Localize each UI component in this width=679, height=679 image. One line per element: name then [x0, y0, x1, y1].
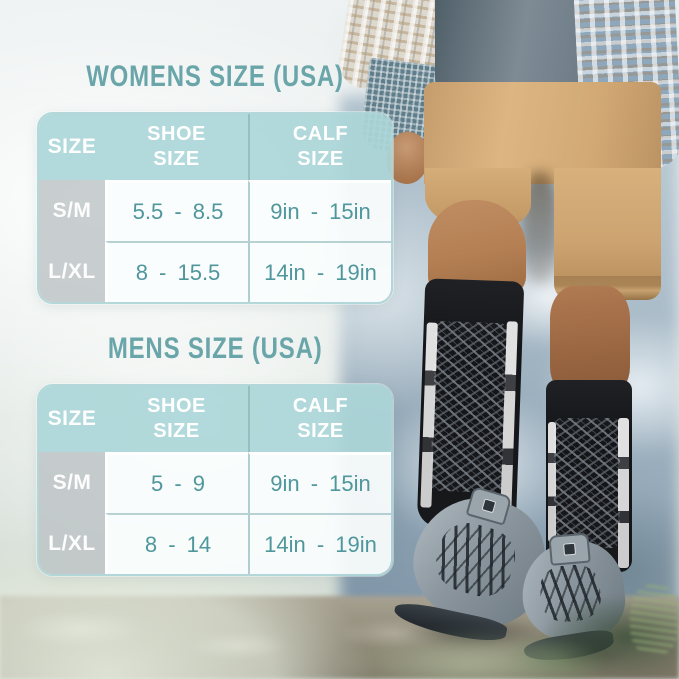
womens-header-shoe-size: SHOE SIZE — [105, 114, 248, 180]
header-label: CALF SIZE — [292, 123, 349, 170]
shorts-right-leg — [554, 168, 661, 300]
mens-size-table: SIZE SHOE SIZE CALF SIZE S/M 5 - 9 9in -… — [37, 384, 393, 576]
sock-camo-pattern — [429, 320, 508, 494]
womens-size-section: WOMENS SIZE (USA) SIZE SHOE SIZE CALF SI… — [37, 60, 393, 304]
foreground-grass — [330, 628, 610, 679]
mens-size-title: MENS SIZE (USA) — [37, 332, 393, 366]
mens-header-size: SIZE — [39, 386, 105, 452]
mens-row-lxl-calf-value: 14in - 19in — [248, 513, 391, 574]
womens-row-sm-label: S/M — [39, 180, 105, 241]
header-label: SIZE — [47, 406, 97, 430]
womens-header-size: SIZE — [39, 114, 105, 180]
rear-calf — [550, 286, 630, 394]
mens-row-lxl-label: L/XL — [39, 513, 105, 574]
womens-row-sm-shoe-value: 5.5 - 8.5 — [105, 180, 248, 241]
row-label: S/M — [52, 470, 92, 494]
sock-camo-pattern — [554, 418, 620, 548]
shoe-logo — [481, 498, 497, 514]
header-label: SHOE SIZE — [147, 395, 206, 442]
womens-row-lxl-calf-value: 14in - 19in — [248, 241, 391, 302]
mens-row-lxl-shoe-value: 8 - 14 — [105, 513, 248, 574]
shoe-logo — [562, 542, 576, 556]
sock-white-stripe — [548, 422, 556, 542]
row-label: L/XL — [48, 531, 96, 555]
hiker-figure — [335, 0, 679, 679]
womens-row-sm-calf-value: 9in - 15in — [248, 180, 391, 241]
mens-row-sm-calf-value: 9in - 15in — [248, 452, 391, 513]
womens-size-table: SIZE SHOE SIZE CALF SIZE S/M 5.5 - 8.5 9… — [37, 112, 393, 304]
sock-white-stripe — [618, 418, 629, 568]
womens-header-calf-size: CALF SIZE — [248, 114, 391, 180]
womens-row-lxl-shoe-value: 8 - 15.5 — [105, 241, 248, 302]
shoe-tongue — [547, 532, 591, 566]
khaki-shorts — [424, 82, 661, 184]
row-label: L/XL — [48, 259, 96, 283]
womens-row-lxl-label: L/XL — [39, 241, 105, 302]
mens-size-title-text: MENS SIZE (USA) — [107, 332, 323, 365]
mens-header-shoe-size: SHOE SIZE — [105, 386, 248, 452]
mens-size-section: MENS SIZE (USA) SIZE SHOE SIZE CALF SIZE… — [37, 332, 393, 576]
mens-row-sm-label: S/M — [39, 452, 105, 513]
header-label: SIZE — [47, 134, 97, 158]
grass-blades-right — [630, 585, 679, 655]
mens-header-calf-size: CALF SIZE — [248, 386, 391, 452]
header-label: SHOE SIZE — [147, 123, 206, 170]
mens-row-sm-shoe-value: 5 - 9 — [105, 452, 248, 513]
row-label: S/M — [52, 198, 92, 222]
womens-size-title: WOMENS SIZE (USA) — [37, 60, 393, 94]
womens-size-title-text: WOMENS SIZE (USA) — [86, 60, 344, 93]
header-label: CALF SIZE — [292, 395, 349, 442]
